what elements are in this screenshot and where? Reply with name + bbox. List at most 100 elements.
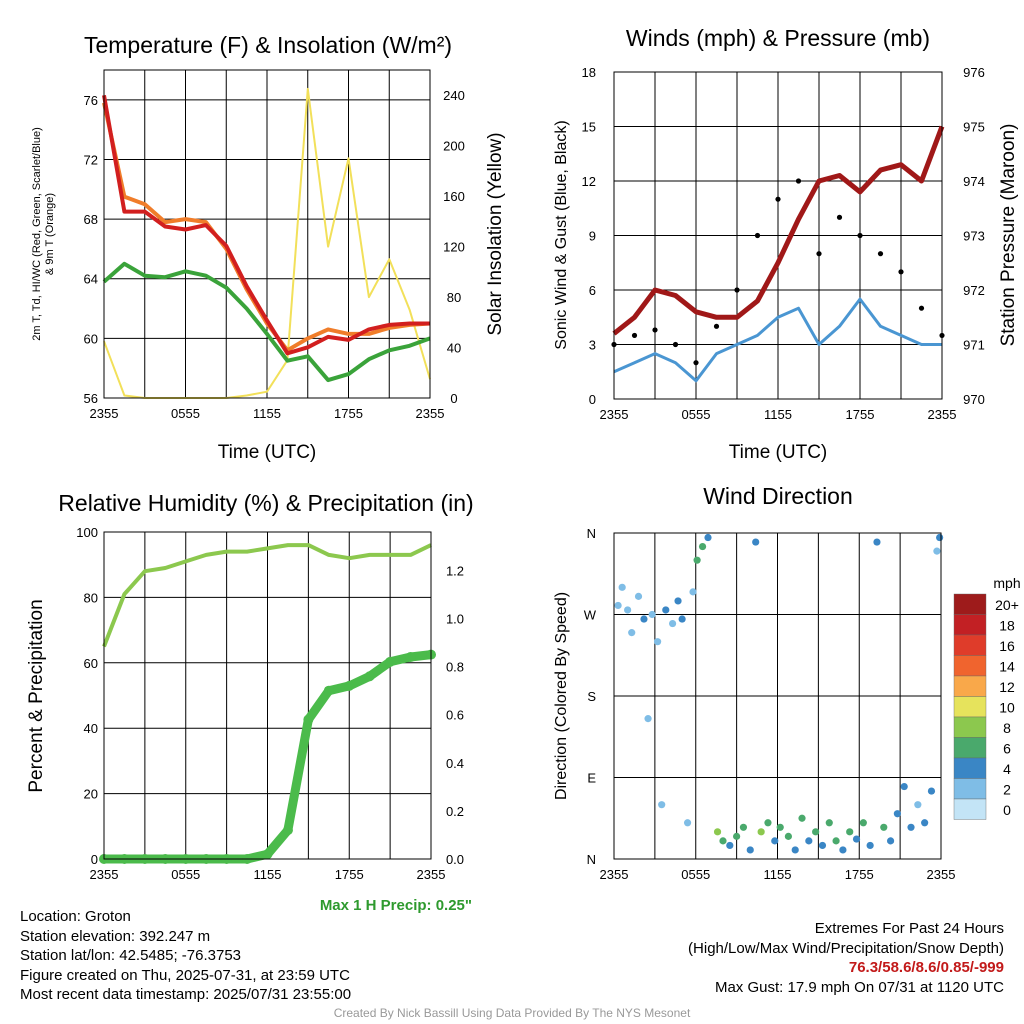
extremes-subtitle: (High/Low/Max Wind/Precipitation/Snow De… (688, 939, 1004, 957)
temperature-ytick-label: 76 (84, 93, 98, 108)
direction-xtick-label: 2355 (600, 867, 629, 882)
speed-legend: 20+ 18 16 14 12 10 8 6 4 2 0 (953, 593, 1019, 820)
wind-direction-point (886, 837, 895, 845)
winds-xtick-label: 2355 (928, 407, 957, 422)
direction-tick-labels: N E S W N 2355 0555 1155 1755 2355 (584, 526, 956, 882)
direction-ytick-label: W (584, 608, 597, 623)
winds-gridlines (614, 72, 942, 399)
speed-legend-swatch (953, 737, 987, 759)
winds-plot-frame (613, 71, 943, 400)
temperature-xtick-label: 2355 (416, 406, 445, 421)
wind-direction-point (713, 828, 722, 836)
speed-legend-label: 8 (1003, 720, 1011, 736)
wind-ytick-label: 18 (582, 65, 596, 80)
gust-point (713, 323, 720, 329)
wind-direction-point (852, 835, 861, 843)
direction-xtick-label: 1155 (764, 867, 792, 882)
humidity-tick-labels: 0 20 40 60 80 100 0.0 0.2 0.4 0.6 0.8 1.0 1.2 2355 055… (76, 525, 464, 882)
wind-direction-point (866, 841, 874, 850)
wind-direction-point (757, 828, 765, 836)
wind-direction-point (640, 615, 648, 623)
winds-panel-title: Winds (mph) & Pressure (mb) (626, 25, 930, 51)
speed-legend-swatch (953, 798, 987, 820)
direction-xtick-label: 1755 (845, 867, 874, 882)
max-gust: Max Gust: 17.9 mph On 07/31 at 1120 UTC (714, 978, 1004, 996)
humidity-ytick-label: 100 (76, 525, 98, 540)
gust-point (816, 251, 822, 257)
insolation-ytick-label: 160 (443, 189, 465, 204)
speed-legend-swatch (953, 655, 987, 677)
gust-point (918, 305, 925, 311)
extremes-info: Extremes For Past 24 Hours (High/Low/Max… (688, 919, 1004, 997)
wind-direction-point (628, 629, 636, 637)
wind-direction-point (614, 601, 622, 610)
figure-created: Figure created on Thu, 2025-07-31, at 23… (20, 966, 350, 984)
wind-direction-point (791, 846, 799, 854)
temperature-ylabel-left-1: 2m T, Td, HI/WC (Red, Green, Scarlet/Blu… (31, 127, 43, 341)
humidity-xtick-label: 0555 (171, 867, 200, 882)
station-location: Location: Groton (20, 908, 131, 925)
winds-xtick-label: 0555 (682, 407, 711, 422)
wind-direction-point (771, 837, 779, 845)
humidity-panel: Relative Humidity (%) & Precipitation (i… (26, 490, 474, 914)
wind-direction-point (648, 610, 656, 619)
max-precip-annotation: Max 1 H Precip: 0.25" (320, 897, 472, 914)
speed-legend-swatch (953, 696, 987, 718)
wind-direction-point (733, 832, 741, 840)
speed-legend-label: 4 (1003, 761, 1011, 777)
temperature-plot-frame (103, 69, 431, 399)
temperature-xtick-label: 0555 (171, 406, 200, 421)
precipitation-point (282, 825, 293, 836)
precipitation-point (405, 652, 416, 663)
wind-direction-point (859, 819, 867, 827)
precip-ytick-label: 0.6 (446, 708, 464, 723)
wind-direction-point (624, 606, 632, 614)
speed-legend-swatch (953, 593, 987, 615)
gust-point (877, 251, 884, 257)
credit-line: Created By Nick Bassill Using Data Provi… (333, 1006, 691, 1020)
winds-series (611, 125, 945, 383)
precip-ytick-label: 0.4 (446, 756, 464, 771)
speed-legend-label: 16 (999, 638, 1015, 654)
wind-direction-point (764, 819, 772, 827)
insolation-ytick-label: 120 (443, 240, 465, 255)
precipitation-point (323, 685, 334, 696)
precip-ytick-label: 1.2 (446, 563, 464, 578)
winds-xtick-label: 2355 (600, 407, 629, 422)
speed-legend-swatch (953, 675, 987, 697)
temperature-xtick-label: 1755 (334, 406, 363, 421)
wind-ytick-label: 12 (582, 174, 596, 189)
temperature-xtick-label: 1155 (253, 406, 281, 421)
wind-direction-point (832, 837, 840, 845)
wind-direction-point (668, 619, 677, 628)
humidity-ytick-label: 0 (91, 852, 98, 867)
insolation-ytick-label: 240 (443, 88, 465, 103)
direction-xtick-label: 0555 (681, 867, 710, 882)
humidity-xtick-label: 1755 (335, 867, 364, 882)
temperature-panel: Temperature (F) & Insolation (W/m²) 56 60… (31, 32, 506, 463)
temperature-series-line-2 (102, 261, 431, 383)
speed-legend-label: 0 (1003, 802, 1011, 818)
insolation-ytick-label: 200 (443, 139, 465, 154)
humidity-ytick-label: 60 (84, 656, 98, 671)
wind-direction-point (839, 846, 847, 854)
wind-direction-point (683, 819, 692, 827)
wind-direction-point (825, 819, 833, 827)
station-elevation: Station elevation: 392.247 m (20, 927, 211, 945)
gust-point (693, 360, 699, 366)
humidity-gridlines (104, 532, 431, 859)
gust-point (857, 232, 863, 239)
humidity-xtick-label: 1155 (254, 867, 282, 882)
wind-direction-point (927, 787, 936, 795)
temperature-ylabel-right: Solar Insolation (Yellow) (485, 132, 506, 335)
speed-legend-swatch (953, 634, 987, 656)
wind-direction-point (873, 538, 881, 546)
wind-direction-point (818, 841, 827, 850)
direction-gridlines (614, 533, 941, 859)
temperature-ytick-label: 64 (84, 272, 98, 287)
wind-direction-point (914, 801, 922, 809)
temperature-tick-labels: 56 60 64 68 72 76 0 40 80 120 160 200 240 2355 0555 115… (84, 88, 465, 421)
wind-direction-point (907, 823, 915, 831)
temperature-xtick-label: 2355 (90, 406, 119, 421)
pressure-ytick-label: 976 (963, 65, 985, 80)
